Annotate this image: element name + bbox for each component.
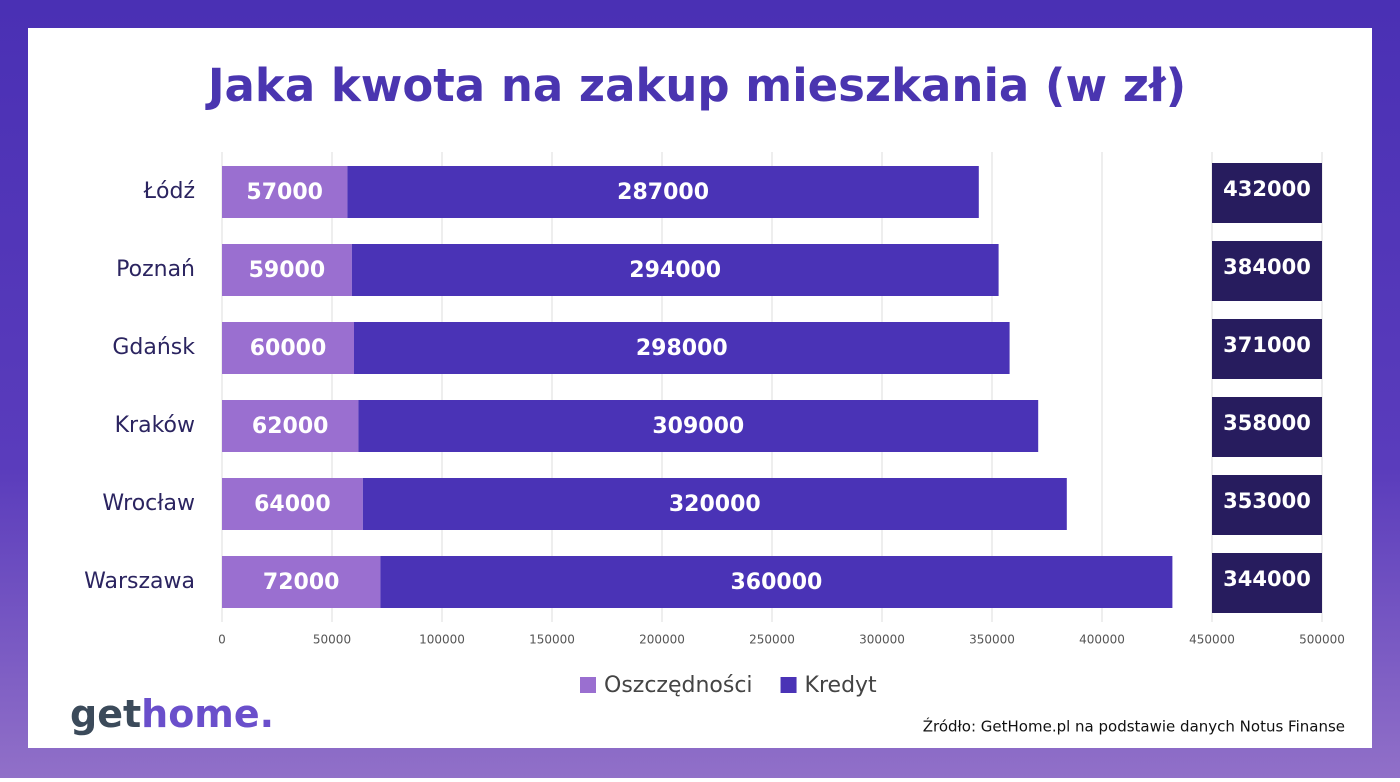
side-box (1212, 475, 1322, 535)
bar-segment (362, 478, 1067, 530)
side-box (1212, 163, 1322, 223)
logo: gethome. (70, 692, 274, 736)
y-tick-label: Gdańsk (112, 335, 195, 360)
y-tick-label: Kraków (115, 413, 195, 438)
data-label: 59000 (249, 258, 326, 283)
legend-swatch (780, 677, 797, 693)
bar-segment (222, 478, 363, 530)
bar-segment (222, 244, 352, 296)
data-label: 320000 (669, 492, 761, 517)
card (28, 28, 1372, 748)
legend-swatch (580, 677, 596, 693)
y-tick-label: Poznań (116, 257, 195, 282)
side-label: 358000 (1223, 411, 1311, 435)
bar-segment (222, 322, 354, 374)
x-tick-label: 150000 (529, 633, 575, 647)
source: Źródło: GetHome.pl na podstawie danych N… (923, 717, 1345, 736)
x-tick-label: 200000 (639, 633, 685, 647)
x-tick-label: 300000 (859, 633, 905, 647)
bar-segment (351, 244, 999, 296)
x-tick-label: 50000 (313, 633, 351, 647)
bar-segment (358, 400, 1039, 452)
x-tick-label: 250000 (749, 633, 795, 647)
bar-segment (380, 556, 1173, 608)
y-tick-label: Warszawa (84, 569, 195, 594)
side-label: 384000 (1223, 255, 1311, 279)
data-label: 62000 (252, 414, 329, 439)
y-tick-label: Łódź (143, 179, 195, 204)
data-label: 64000 (254, 492, 331, 517)
data-label: 294000 (629, 258, 721, 283)
bar-segment (222, 166, 348, 218)
x-tick-label: 400000 (1079, 633, 1125, 647)
bar-segment (347, 166, 979, 218)
x-tick-label: 500000 (1299, 633, 1345, 647)
x-tick-label: 100000 (419, 633, 465, 647)
data-label: 360000 (730, 570, 822, 595)
side-box (1212, 397, 1322, 457)
side-box (1212, 241, 1322, 301)
side-label: 353000 (1223, 489, 1311, 513)
logo-part: get (70, 692, 141, 736)
x-tick-label: 350000 (969, 633, 1015, 647)
side-label: 432000 (1223, 177, 1311, 201)
side-label: 371000 (1223, 333, 1311, 357)
side-box (1212, 319, 1322, 379)
data-label: 57000 (246, 180, 323, 205)
x-tick-label: 450000 (1189, 633, 1235, 647)
bar-segment (222, 556, 381, 608)
bar-segment (354, 322, 1010, 374)
data-label: 298000 (636, 336, 728, 361)
logo-part: home. (141, 692, 274, 736)
side-box (1212, 553, 1322, 613)
bar-segment (222, 400, 359, 452)
data-label: 72000 (263, 570, 340, 595)
chart-title: Jaka kwota na zakup mieszkania (w zł) (205, 59, 1186, 112)
x-tick-label: 0 (218, 633, 226, 647)
data-label: 287000 (617, 180, 709, 205)
legend-label: Kredyt (805, 673, 878, 698)
legend-label: Oszczędności (604, 673, 753, 698)
data-label: 309000 (652, 414, 744, 439)
side-label: 344000 (1223, 567, 1311, 591)
data-label: 60000 (250, 336, 327, 361)
y-tick-label: Wrocław (102, 491, 195, 516)
